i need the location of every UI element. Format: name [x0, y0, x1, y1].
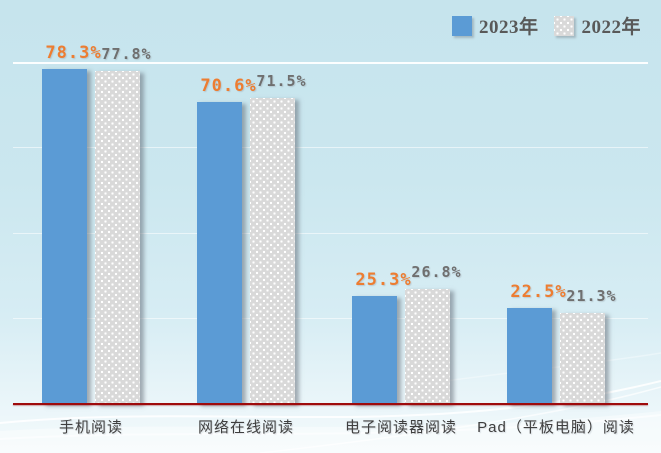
- gridline-60: [13, 147, 648, 148]
- legend: 2023年 2022年: [451, 12, 641, 39]
- value-label-2023年-电子阅读器阅读: 25.3%: [355, 270, 412, 290]
- category-label-Pad（平板电脑）阅读: Pad（平板电脑）阅读: [477, 419, 635, 436]
- value-label-2022年-网络在线阅读: 71.5%: [256, 72, 307, 90]
- bar-2023年-网络在线阅读: [197, 102, 242, 404]
- value-label-2023年-网络在线阅读: 70.6%: [200, 76, 257, 96]
- category-label-手机阅读: 手机阅读: [58, 419, 123, 436]
- x-axis-line: [13, 403, 648, 405]
- value-label-2022年-Pad（平板电脑）阅读: 21.3%: [566, 287, 617, 305]
- gridline-20: [13, 318, 648, 319]
- bar-2023年-Pad（平板电脑）阅读: [507, 308, 552, 404]
- gridline-40: [13, 233, 648, 234]
- legend-swatch-2022-icon: [554, 15, 575, 36]
- legend-label-2023: 2023年: [478, 17, 539, 38]
- bar-2022年-电子阅读器阅读: [405, 289, 450, 404]
- value-label-2022年-电子阅读器阅读: 26.8%: [411, 263, 462, 281]
- bar-2022年-Pad（平板电脑）阅读: [560, 313, 605, 404]
- legend-item-2022: 2022年: [554, 12, 641, 39]
- bar-2023年-手机阅读: [42, 69, 87, 404]
- bar-2022年-网络在线阅读: [250, 98, 295, 404]
- legend-item-2023: 2023年: [451, 12, 539, 39]
- value-label-2023年-手机阅读: 78.3%: [45, 43, 102, 63]
- legend-label-2022: 2022年: [581, 17, 641, 38]
- legend-swatch-2023-icon: [451, 15, 472, 36]
- value-label-2022年-手机阅读: 77.8%: [101, 45, 152, 63]
- bar-2022年-手机阅读: [95, 71, 140, 404]
- category-label-网络在线阅读: 网络在线阅读: [197, 419, 294, 436]
- bar-2023年-电子阅读器阅读: [352, 296, 397, 404]
- category-label-电子阅读器阅读: 电子阅读器阅读: [344, 419, 457, 436]
- value-label-2023年-Pad（平板电脑）阅读: 22.5%: [510, 282, 567, 302]
- gridline-80: [13, 62, 648, 64]
